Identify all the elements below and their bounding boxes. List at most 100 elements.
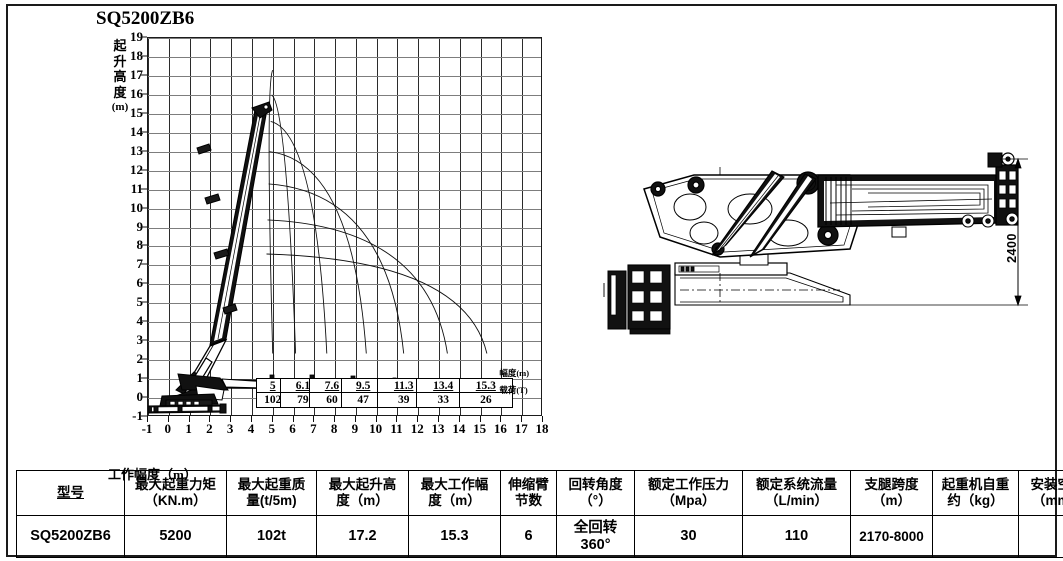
grid-line-horizontal	[148, 246, 541, 248]
x-tick-label: 7	[310, 421, 317, 436]
crane-range-linework	[148, 69, 488, 414]
x-tick-mark	[167, 416, 169, 422]
y-tick-mark	[141, 263, 147, 265]
x-tick-mark	[313, 416, 315, 422]
x-tick-label: 10	[369, 421, 383, 436]
x-tick-label: 12	[410, 421, 424, 436]
y-tick-label: 12	[130, 161, 143, 177]
y-tick-label: 4	[136, 313, 144, 329]
y-tick-label: 15	[130, 104, 143, 120]
y-tick-mark	[141, 188, 147, 190]
grid-line-horizontal	[148, 208, 541, 210]
grid-line-horizontal	[148, 113, 541, 115]
x-tick-label: 5	[268, 421, 275, 436]
y-tick-label: 6	[136, 275, 144, 291]
y-tick-label: 0	[136, 389, 144, 405]
y-tick-label: 18	[130, 47, 143, 63]
x-tick-mark	[188, 416, 190, 422]
y-axis-label-char-0: 起	[113, 38, 127, 53]
grid-line-horizontal	[148, 265, 541, 267]
x-tick-mark	[250, 416, 252, 422]
grid-line-horizontal	[148, 341, 541, 343]
grid-line-vertical	[501, 38, 503, 415]
y-tick-mark	[141, 244, 147, 246]
reach-arc	[269, 151, 367, 354]
y-tick-label: 5	[136, 294, 144, 310]
y-tick-mark	[141, 169, 147, 171]
grid-line-vertical	[251, 38, 253, 415]
x-tick-label: 11	[390, 421, 403, 436]
grid-line-horizontal	[148, 38, 541, 39]
x-tick-label: 14	[452, 421, 466, 436]
x-tick-mark	[375, 416, 377, 422]
reach-arc	[268, 69, 274, 354]
x-tick-label: 13	[431, 421, 445, 436]
y-tick-mark	[141, 282, 147, 284]
y-tick-label: 1	[136, 370, 144, 386]
cell-crane-weight	[932, 515, 1019, 558]
x-tick-label: 15	[473, 421, 487, 436]
y-tick-mark	[141, 415, 147, 417]
grid-line-horizontal	[148, 360, 541, 362]
plot-area: 5 102 6.1 79 7.6 60 9.5 47 11.3 39 13.4 33 15.3 26 幅度(…	[147, 37, 542, 416]
x-tick-mark	[458, 416, 460, 422]
reach-arc	[267, 219, 448, 354]
y-tick-mark	[141, 320, 147, 322]
y-tick-label: 9	[136, 218, 144, 234]
grid-line-horizontal	[148, 303, 541, 305]
y-tick-label: 7	[136, 256, 144, 272]
y-axis-unit: (m)	[111, 101, 129, 113]
cell-rated-flow: 110	[742, 515, 851, 558]
cell-rated-pressure: 30	[634, 515, 743, 558]
y-tick-mark	[141, 150, 147, 152]
y-tick-label: 10	[130, 199, 143, 215]
grid-line-vertical	[522, 38, 524, 415]
x-tick-mark	[417, 416, 419, 422]
y-tick-mark	[141, 36, 147, 38]
grid-line-vertical	[148, 38, 149, 415]
col-header-slew-angle: 回转角度 （°）	[556, 470, 635, 516]
x-tick-label: 0	[164, 421, 172, 436]
x-tick-label: 1	[185, 421, 192, 436]
x-tick-label: 4	[247, 421, 255, 436]
y-tick-mark	[141, 55, 147, 57]
spec-table-header-row: 型号 最大起重力矩 （KN.m） 最大起重质 量(t/5m) 最大起升高 度（m…	[16, 470, 1063, 516]
y-axis-label-char-3: 度	[113, 84, 127, 100]
col-header-max-lift-height: 最大起升高 度（m）	[316, 470, 409, 516]
col-header-boom-sections: 伸缩臂 节数	[500, 470, 557, 516]
y-tick-label: 14	[130, 123, 143, 139]
y-tick-label: 19	[130, 29, 143, 44]
col-header-rated-flow: 额定系统流量 （L/min）	[742, 470, 851, 516]
grid-line-vertical	[439, 38, 441, 415]
cell-max-lift-height: 17.2	[316, 515, 409, 558]
reach-arc	[271, 94, 297, 354]
col-header-rated-pressure: 额定工作压力 （Mpa）	[634, 470, 743, 516]
crane-side-elevation: 2400	[600, 145, 1040, 360]
grid-line-horizontal	[148, 132, 541, 134]
x-tick-label: 3	[226, 421, 234, 436]
x-tick-mark	[209, 416, 211, 422]
working-range-chart: 起 升 高 度 (m)	[100, 29, 560, 482]
grid-line-vertical	[210, 38, 212, 415]
y-tick-label: -1	[132, 408, 143, 423]
grid-line-horizontal	[148, 189, 541, 191]
x-tick-label: -1	[141, 421, 153, 436]
y-tick-mark	[141, 396, 147, 398]
x-tick-mark	[147, 416, 148, 422]
reach-arc	[266, 253, 488, 354]
y-tick-mark	[141, 301, 147, 303]
cell-slew-angle: 全回转 360°	[556, 515, 635, 558]
x-tick-label: 6	[289, 421, 296, 436]
x-tick-mark	[438, 416, 440, 422]
grid-line-horizontal	[148, 322, 541, 324]
y-axis-label-char-1: 升	[113, 53, 127, 69]
cell-boom-sections: 6	[500, 515, 557, 558]
table-row: SQ5200ZB6 5200 102t 17.2 15.3 6 全回转 360°…	[16, 515, 1063, 558]
grid-line-vertical	[272, 38, 274, 415]
x-tick-label: 17	[514, 421, 528, 436]
col-header-model: 型号	[16, 470, 125, 516]
y-tick-mark	[141, 226, 147, 227]
y-tick-mark	[141, 131, 147, 133]
y-axis-label-char-2: 高	[113, 69, 127, 84]
